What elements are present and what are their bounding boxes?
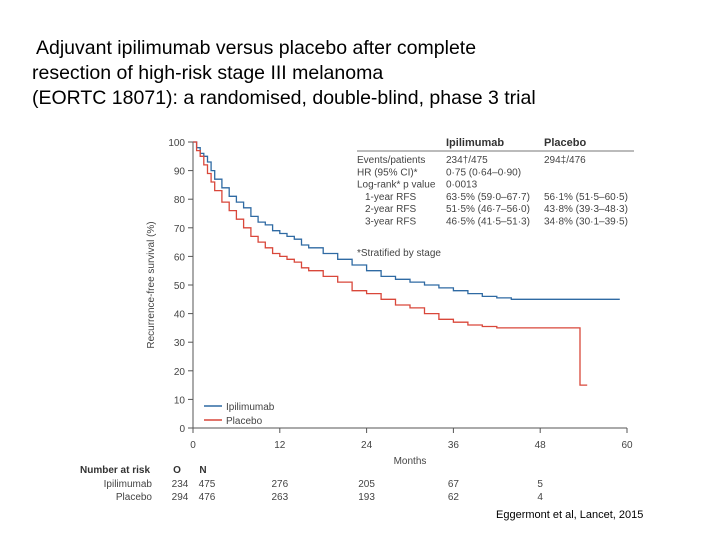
- survival-curves: [193, 141, 620, 386]
- y-tick-label: 20: [174, 367, 186, 378]
- title-line-1: Adjuvant ipilimumab versus placebo after…: [36, 37, 477, 59]
- y-tick-label: 80: [174, 195, 186, 206]
- risk-value: 62: [448, 492, 460, 503]
- x-tick-label: 0: [190, 440, 196, 451]
- stats-footnote: *Stratified by stage: [357, 248, 441, 259]
- stats-cell: 51·5% (46·7–56·0): [446, 204, 530, 215]
- stats-header: Ipilimumab: [446, 137, 504, 149]
- stats-cell: 46·5% (41·5–51·3): [446, 217, 530, 228]
- risk-title: Number at risk: [80, 465, 150, 476]
- slide-title: Adjuvant ipilimumab versus placebo after…: [32, 36, 712, 111]
- risk-header-n: N: [199, 465, 206, 476]
- stats-cell: 34·8% (30·1–39·5): [544, 217, 628, 228]
- stats-cell: 0·0013: [446, 180, 478, 191]
- y-tick-label: 40: [174, 310, 186, 321]
- risk-n-value: 475: [199, 479, 216, 490]
- y-tick-label: 60: [174, 252, 186, 263]
- risk-value: 276: [271, 479, 288, 490]
- series-line-ipilimumab: [193, 141, 620, 300]
- stats-cell: 1-year RFS: [365, 192, 416, 203]
- risk-o-value: 234: [172, 479, 189, 490]
- risk-value: 205: [358, 479, 375, 490]
- risk-n-value: 476: [199, 492, 216, 503]
- x-tick-label: 12: [274, 440, 286, 451]
- x-tick-label: 36: [448, 440, 460, 451]
- title-line-3: (EORTC 18071): a randomised, double-blin…: [32, 87, 536, 109]
- legend: Ipilimumab Placebo: [204, 402, 275, 427]
- y-tick-label: 10: [174, 395, 186, 406]
- x-tick-label: 60: [621, 440, 633, 451]
- stats-cell: Log-rank* p value: [357, 180, 436, 191]
- risk-row-label: Ipilimumab: [104, 479, 153, 490]
- series-line-placebo: [193, 141, 588, 386]
- stats-cell: Events/patients: [357, 155, 425, 166]
- stats-cell: 294‡/476: [544, 155, 586, 166]
- legend-label: Placebo: [226, 416, 263, 427]
- y-tick-label: 50: [174, 281, 186, 292]
- x-tick-label: 48: [535, 440, 547, 451]
- risk-row-label: Placebo: [116, 492, 153, 503]
- citation: Eggermont et al, Lancet, 2015: [496, 509, 644, 521]
- stats-cell: 63·5% (59·0–67·7): [446, 192, 530, 203]
- y-tick-label: 30: [174, 338, 186, 349]
- stats-cell: 43·8% (39·3–48·3): [544, 204, 628, 215]
- x-axis-label: Months: [394, 456, 427, 467]
- risk-o-value: 294: [172, 492, 189, 503]
- risk-value: 4: [537, 492, 543, 503]
- stats-cell: 234†/475: [446, 155, 488, 166]
- stats-header: Placebo: [544, 137, 586, 149]
- title-line-2: resection of high-risk stage III melanom…: [32, 62, 384, 84]
- stats-cell: 56·1% (51·5–60·5): [544, 192, 628, 203]
- stats-cell: 3-year RFS: [365, 217, 416, 228]
- y-axis-label: Recurrence-free survival (%): [146, 221, 157, 348]
- y-tick-label: 0: [179, 424, 185, 435]
- number-at-risk-table: Number at risk O N Ipilimumab 234 475 276 205 67…: [80, 465, 543, 503]
- chart-axes: 0 10 20 30 40 50 60 70 80 90 100 0 12 24 36 48 60 Months R…: [146, 138, 633, 467]
- stats-table: Ipilimumab Placebo Events/patients 234†/475…: [357, 137, 634, 259]
- x-tick-label: 24: [361, 440, 373, 451]
- stats-cell: HR (95% CI)*: [357, 167, 418, 178]
- y-tick-label: 90: [174, 167, 186, 178]
- stats-cell: 2-year RFS: [365, 204, 416, 215]
- y-tick-label: 100: [168, 138, 185, 149]
- y-tick-label: 70: [174, 224, 186, 235]
- risk-value: 5: [537, 479, 543, 490]
- risk-value: 67: [448, 479, 460, 490]
- stats-cell: 0·75 (0·64–0·90): [446, 167, 521, 178]
- legend-label: Ipilimumab: [226, 402, 275, 413]
- risk-value: 263: [271, 492, 288, 503]
- risk-value: 193: [358, 492, 375, 503]
- risk-header-o: O: [173, 465, 181, 476]
